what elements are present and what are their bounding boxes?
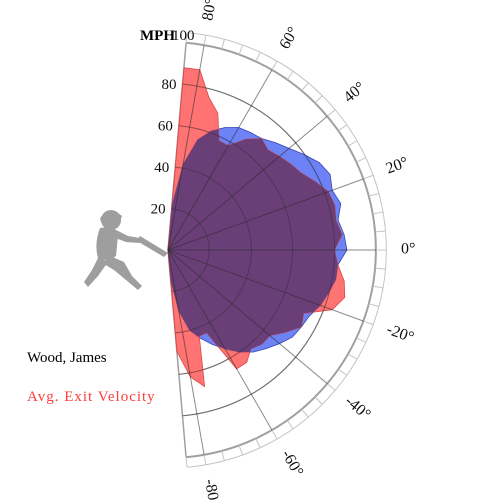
- angle-tick-mark: [347, 140, 358, 147]
- angle-tick-mark: [326, 383, 336, 391]
- angle-tick-mark: [363, 174, 374, 180]
- angle-tick-mark: [203, 35, 207, 46]
- angle-tick-mark: [372, 211, 383, 215]
- inner-grid-arc: [171, 208, 210, 292]
- angle-tick-mark: [301, 82, 309, 92]
- radial-tick-label: 40: [154, 160, 169, 176]
- radial-max-label: 100: [172, 28, 195, 44]
- angle-spoke: [167, 178, 364, 251]
- angle-spoke: [167, 249, 328, 385]
- metric-label: Avg. Exit Velocity: [27, 389, 156, 405]
- angle-tick-mark: [255, 438, 261, 448]
- angle-tick-label: -20°: [384, 321, 416, 346]
- angle-tick-mark: [338, 368, 347, 376]
- angle-tick-mark: [271, 429, 278, 440]
- radial-tick-label: 80: [162, 77, 177, 93]
- angle-spoke: [167, 249, 364, 322]
- angle-tick-mark: [356, 337, 366, 343]
- batter-silhouette-icon: [84, 210, 168, 290]
- angle-tick-mark: [326, 109, 336, 117]
- angle-tick-mark: [314, 95, 323, 104]
- angle-tick-mark: [185, 32, 188, 43]
- angle-tick-mark: [286, 71, 294, 80]
- radial-tick-label: 60: [158, 119, 173, 135]
- angle-spokes: [167, 45, 376, 455]
- angle-tick-mark: [314, 396, 323, 405]
- inner-grid-arc: [175, 166, 252, 334]
- angle-tick-label: -60°: [278, 447, 307, 480]
- angle-tick-mark: [238, 44, 244, 55]
- angle-tick-mark: [185, 457, 188, 468]
- inner-grid-arc: [182, 83, 336, 417]
- angle-tick-label: -40°: [342, 393, 374, 424]
- angle-tick-mark: [372, 285, 383, 289]
- angle-tick-mark: [368, 303, 379, 307]
- angle-tick-mark: [338, 124, 347, 132]
- outer-arc: [186, 32, 387, 468]
- player-name: Wood, James: [27, 350, 107, 366]
- angle-tick-label: -80°: [201, 478, 223, 500]
- radial-tick-labels: 20 40 60 80: [151, 77, 177, 217]
- angle-tick-mark: [255, 52, 261, 62]
- angle-tick-mark: [203, 454, 207, 465]
- angle-tick-mark: [238, 445, 244, 456]
- angle-tick-mark: [363, 320, 374, 326]
- angle-tick-mark: [375, 267, 386, 270]
- angle-spoke: [167, 115, 328, 251]
- angle-tick-mark: [375, 230, 386, 233]
- angle-tick-mark: [368, 193, 379, 197]
- angle-tick-mark: [221, 39, 225, 50]
- angle-tick-label: 60°: [276, 24, 302, 52]
- unit-label: MPH: [140, 28, 175, 44]
- angle-tick-mark: [347, 353, 358, 360]
- radial-tick-label: 20: [151, 202, 166, 218]
- angle-spoke: [167, 249, 273, 431]
- angle-tick-mark: [286, 420, 294, 429]
- inner-grid-arc: [178, 125, 294, 375]
- angle-tick-mark: [356, 157, 366, 163]
- angle-tick-label: 40°: [341, 79, 369, 106]
- overlap-area: [168, 127, 345, 353]
- angle-tick-mark: [221, 450, 225, 461]
- angle-tick-label: 20°: [384, 154, 411, 178]
- angle-tick-mark: [271, 60, 278, 71]
- angle-tick-label: 0°: [401, 241, 415, 258]
- angle-spoke: [167, 45, 205, 251]
- angle-spoke: [167, 69, 273, 251]
- angle-tick-mark: [301, 408, 309, 418]
- angle-tick-label: 80°: [199, 0, 220, 22]
- angle-spoke: [167, 249, 205, 455]
